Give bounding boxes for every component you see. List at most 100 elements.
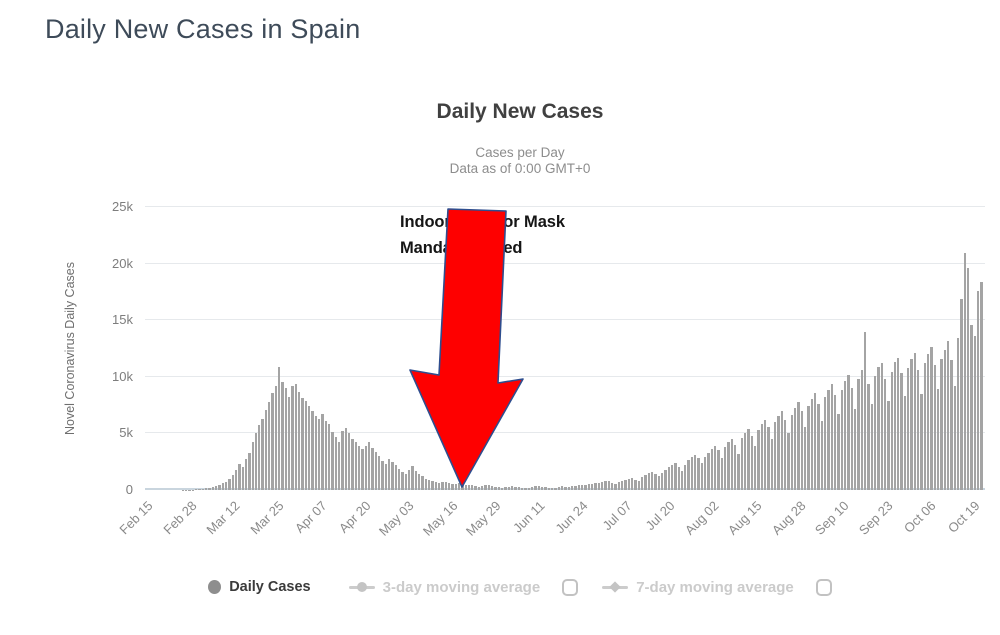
daily-cases-bar[interactable] <box>887 400 890 490</box>
daily-cases-bar[interactable] <box>571 486 574 490</box>
daily-cases-bar[interactable] <box>734 444 737 490</box>
daily-cases-bar[interactable] <box>830 383 833 490</box>
daily-cases-bar[interactable] <box>261 418 264 490</box>
daily-cases-bar[interactable] <box>943 349 947 490</box>
daily-cases-bar[interactable] <box>897 357 900 490</box>
daily-cases-bar[interactable] <box>617 481 620 490</box>
daily-cases-bar[interactable] <box>614 484 617 490</box>
daily-cases-bar[interactable] <box>600 482 604 490</box>
daily-cases-bar[interactable] <box>544 487 547 490</box>
daily-cases-bar[interactable] <box>677 467 680 490</box>
daily-cases-bar[interactable] <box>850 388 853 490</box>
daily-cases-bar[interactable] <box>803 426 807 490</box>
daily-cases-bar[interactable] <box>827 390 830 490</box>
daily-cases-bar[interactable] <box>680 470 684 490</box>
daily-cases-bar[interactable] <box>970 324 973 490</box>
daily-cases-bar[interactable] <box>724 446 727 490</box>
daily-cases-bar[interactable] <box>780 410 783 490</box>
daily-cases-bar[interactable] <box>354 442 357 490</box>
daily-cases-bar[interactable] <box>747 428 750 490</box>
daily-cases-bar[interactable] <box>650 471 654 490</box>
daily-cases-bar[interactable] <box>447 483 451 490</box>
daily-cases-bar[interactable] <box>274 385 278 490</box>
daily-cases-bar[interactable] <box>710 449 714 490</box>
daily-cases-bar[interactable] <box>957 338 960 490</box>
daily-cases-bar[interactable] <box>744 433 747 490</box>
daily-cases-bar[interactable] <box>351 439 354 490</box>
daily-cases-bar[interactable] <box>321 414 324 490</box>
daily-cases-bar[interactable] <box>497 487 501 490</box>
daily-cases-bar[interactable] <box>214 486 218 490</box>
daily-cases-bar[interactable] <box>407 469 411 490</box>
daily-cases-bar[interactable] <box>424 478 427 490</box>
daily-cases-bar[interactable] <box>700 462 704 490</box>
daily-cases-bar[interactable] <box>281 382 284 490</box>
daily-cases-bar[interactable] <box>437 482 441 490</box>
daily-cases-bar[interactable] <box>441 481 444 490</box>
daily-cases-bar[interactable] <box>421 476 424 490</box>
daily-cases-bar[interactable] <box>551 488 554 490</box>
daily-cases-bar[interactable] <box>524 488 527 490</box>
daily-cases-bar[interactable] <box>640 477 644 490</box>
daily-cases-bar[interactable] <box>720 458 724 490</box>
daily-cases-bar[interactable] <box>311 410 314 490</box>
daily-cases-bar[interactable] <box>807 406 810 490</box>
daily-cases-bar[interactable] <box>873 375 877 490</box>
daily-cases-bar[interactable] <box>507 486 511 490</box>
daily-cases-bar[interactable] <box>414 470 417 490</box>
daily-cases-bar[interactable] <box>511 485 514 490</box>
daily-cases-bar[interactable] <box>920 393 923 490</box>
daily-cases-bar[interactable] <box>411 466 414 490</box>
daily-cases-bar[interactable] <box>577 485 580 490</box>
daily-cases-bar[interactable] <box>657 476 660 490</box>
daily-cases-bar[interactable] <box>574 485 577 490</box>
daily-cases-bar[interactable] <box>224 481 228 490</box>
daily-cases-bar[interactable] <box>451 484 454 490</box>
daily-cases-bar[interactable] <box>517 487 521 490</box>
daily-cases-bar[interactable] <box>813 392 817 490</box>
daily-cases-bar[interactable] <box>610 482 614 490</box>
daily-cases-bar[interactable] <box>714 445 717 490</box>
daily-cases-bar[interactable] <box>607 480 610 490</box>
daily-cases-bar[interactable] <box>487 484 491 490</box>
daily-cases-bar[interactable] <box>837 414 840 490</box>
daily-cases-bar[interactable] <box>963 253 967 490</box>
daily-cases-bar[interactable] <box>387 459 391 490</box>
daily-cases-bar[interactable] <box>833 394 837 490</box>
daily-cases-bar[interactable] <box>514 486 517 490</box>
daily-cases-bar[interactable] <box>664 469 667 490</box>
daily-cases-bar[interactable] <box>318 418 321 490</box>
daily-cases-bar[interactable] <box>444 482 447 490</box>
daily-cases-bar[interactable] <box>620 480 624 490</box>
daily-cases-bar[interactable] <box>580 485 584 490</box>
daily-cases-bar[interactable] <box>940 358 943 490</box>
3-day-average-checkbox[interactable] <box>562 578 579 596</box>
daily-cases-bar[interactable] <box>930 347 933 490</box>
daily-cases-bar[interactable] <box>208 487 211 490</box>
daily-cases-bar[interactable] <box>431 480 434 490</box>
daily-cases-bar[interactable] <box>740 437 744 490</box>
daily-cases-bar[interactable] <box>531 487 534 490</box>
daily-cases-bar[interactable] <box>587 483 590 490</box>
daily-cases-bar[interactable] <box>754 445 757 490</box>
daily-cases-bar[interactable] <box>521 487 524 490</box>
daily-cases-bar[interactable] <box>597 482 600 490</box>
7-day-average-checkbox[interactable] <box>815 578 832 596</box>
daily-cases-bar[interactable] <box>477 486 481 490</box>
daily-cases-bar[interactable] <box>947 340 950 490</box>
daily-cases-bar[interactable] <box>910 358 913 490</box>
daily-cases-bar[interactable] <box>567 486 570 490</box>
daily-cases-bar[interactable] <box>547 487 551 490</box>
daily-cases-bar[interactable] <box>397 468 401 490</box>
daily-cases-bar[interactable] <box>867 383 870 490</box>
daily-cases-bar[interactable] <box>384 463 387 490</box>
daily-cases-bar[interactable] <box>268 401 271 490</box>
daily-cases-bar[interactable] <box>694 454 697 490</box>
daily-cases-bar[interactable] <box>667 467 670 490</box>
daily-cases-bar[interactable] <box>374 451 377 490</box>
daily-cases-bar[interactable] <box>557 486 561 490</box>
daily-cases-bar[interactable] <box>371 448 374 490</box>
daily-cases-bar[interactable] <box>501 487 504 490</box>
daily-cases-bar[interactable] <box>367 442 371 490</box>
daily-cases-bar[interactable] <box>454 483 457 490</box>
